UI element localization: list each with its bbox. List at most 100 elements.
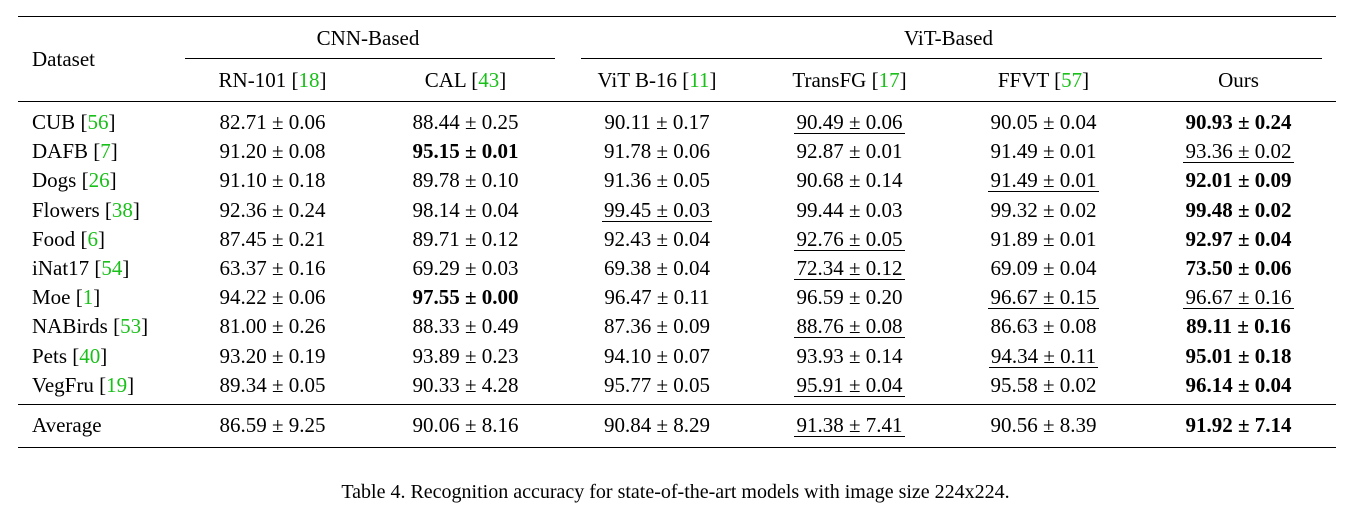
dataset-cell: iNat17 [54] bbox=[32, 256, 130, 281]
table-cell: 92.87 ± 0.01 bbox=[753, 137, 946, 166]
cell-value: 92.36 ± 0.24 bbox=[219, 197, 326, 222]
cnn-group-header: CNN-Based bbox=[175, 17, 561, 60]
table-cell: 99.48 ± 0.02 bbox=[1141, 196, 1336, 225]
table-cell: 89.34 ± 0.05 bbox=[175, 371, 370, 405]
cell-value: 99.44 ± 0.03 bbox=[796, 197, 903, 222]
cell-value: 90.33 ± 4.28 bbox=[412, 372, 519, 397]
cell-value: 94.10 ± 0.07 bbox=[603, 343, 711, 368]
dataset-name: DAFB bbox=[32, 139, 89, 164]
table-cell: 91.49 ± 0.01 bbox=[946, 137, 1141, 166]
table-row: Dogs [26] 91.10 ± 0.18 89.78 ± 0.10 91.36 ±… bbox=[18, 166, 1336, 195]
dataset-cell: VegFru [19] bbox=[32, 372, 135, 397]
table-cell: 93.20 ± 0.19 bbox=[175, 342, 370, 371]
cell-value: 90.49 ± 0.06 bbox=[794, 110, 905, 135]
table-cell: 92.97 ± 0.04 bbox=[1141, 225, 1336, 254]
table-cell: 93.89 ± 0.23 bbox=[370, 342, 561, 371]
table-cell: 99.44 ± 0.03 bbox=[753, 196, 946, 225]
cell-value: 99.32 ± 0.02 bbox=[990, 197, 1097, 222]
table-cell: 94.34 ± 0.11 bbox=[946, 342, 1141, 371]
table-cell: 82.71 ± 0.06 bbox=[175, 102, 370, 138]
table-cell: 86.63 ± 0.08 bbox=[946, 312, 1141, 341]
table-cell: 86.59 ± 9.25 bbox=[175, 404, 370, 447]
table-cell: 95.58 ± 0.02 bbox=[946, 371, 1141, 405]
table-cell: 90.05 ± 0.04 bbox=[946, 102, 1141, 138]
table-cell: 94.10 ± 0.07 bbox=[561, 342, 753, 371]
cell-value: 69.09 ± 0.04 bbox=[990, 256, 1097, 281]
cell-value: 91.20 ± 0.08 bbox=[219, 139, 326, 164]
cell-value: 90.05 ± 0.04 bbox=[990, 110, 1097, 135]
cell-value: 93.89 ± 0.23 bbox=[412, 343, 519, 368]
cell-value: 93.36 ± 0.02 bbox=[1183, 139, 1294, 164]
table-cell: 87.45 ± 0.21 bbox=[175, 225, 370, 254]
cell-value: 99.48 ± 0.02 bbox=[1185, 197, 1292, 222]
citation-ref: 11 bbox=[689, 67, 710, 92]
dataset-cell: DAFB [7] bbox=[32, 139, 118, 164]
cell-value: 94.22 ± 0.06 bbox=[219, 285, 326, 310]
table-cell: 96.14 ± 0.04 bbox=[1141, 371, 1336, 405]
cell-value: 90.06 ± 8.16 bbox=[412, 413, 519, 438]
table-cell: 69.38 ± 0.04 bbox=[561, 254, 753, 283]
citation-ref: 26 bbox=[88, 168, 110, 193]
cell-value: 96.67 ± 0.16 bbox=[1183, 285, 1294, 310]
table-row: Pets [40] 93.20 ± 0.19 93.89 ± 0.23 94.10 ±… bbox=[18, 342, 1336, 371]
cell-value: 95.91 ± 0.04 bbox=[794, 372, 905, 397]
cell-value: 96.67 ± 0.15 bbox=[988, 285, 1099, 310]
table-cell: 90.33 ± 4.28 bbox=[370, 371, 561, 405]
table-cell: 95.01 ± 0.18 bbox=[1141, 342, 1336, 371]
cell-value: 63.37 ± 0.16 bbox=[219, 256, 326, 281]
cell-value: 81.00 ± 0.26 bbox=[219, 314, 326, 339]
citation-ref: 7 bbox=[100, 139, 111, 164]
table-cell: 89.78 ± 0.10 bbox=[370, 166, 561, 195]
table-cell: 87.36 ± 0.09 bbox=[561, 312, 753, 341]
table-body: CUB [56] 82.71 ± 0.06 88.44 ± 0.25 90.11 ± … bbox=[18, 102, 1336, 405]
citation-ref: 17 bbox=[878, 67, 900, 92]
table-row: iNat17 [54] 63.37 ± 0.16 69.29 ± 0.03 69.38… bbox=[18, 254, 1336, 283]
column-header: FFVT [57] bbox=[997, 67, 1090, 92]
citation-ref: 18 bbox=[298, 67, 320, 92]
cell-value: 96.59 ± 0.20 bbox=[796, 285, 903, 310]
table-cell: 92.01 ± 0.09 bbox=[1141, 166, 1336, 195]
cell-value: 82.71 ± 0.06 bbox=[219, 110, 326, 135]
dataset-cell: NABirds [53] bbox=[32, 314, 149, 339]
dataset-cell: Flowers [38] bbox=[32, 197, 140, 222]
table-row: CUB [56] 82.71 ± 0.06 88.44 ± 0.25 90.11 ± … bbox=[18, 102, 1336, 138]
cell-value: 97.55 ± 0.00 bbox=[412, 285, 519, 310]
table-cell: 91.20 ± 0.08 bbox=[175, 137, 370, 166]
table-cell: 90.06 ± 8.16 bbox=[370, 404, 561, 447]
table-row: VegFru [19] 89.34 ± 0.05 90.33 ± 4.28 95.77… bbox=[18, 371, 1336, 405]
table-cell: 92.36 ± 0.24 bbox=[175, 196, 370, 225]
cell-value: 89.78 ± 0.10 bbox=[412, 168, 519, 193]
citation-ref: 54 bbox=[101, 256, 123, 281]
table-cell: 90.68 ± 0.14 bbox=[753, 166, 946, 195]
table-cell: 99.32 ± 0.02 bbox=[946, 196, 1141, 225]
dataset-name: Flowers bbox=[32, 197, 100, 222]
average-row: Average 86.59 ± 9.25 90.06 ± 8.16 90.84 ± 8… bbox=[18, 404, 1337, 448]
table-row: NABirds [53] 81.00 ± 0.26 88.33 ± 0.49 87.3… bbox=[18, 312, 1336, 341]
citation-ref: 56 bbox=[87, 110, 109, 135]
cell-value: 91.92 ± 7.14 bbox=[1185, 413, 1292, 438]
table-cell: 73.50 ± 0.06 bbox=[1141, 254, 1336, 283]
dataset-name: iNat17 bbox=[32, 256, 90, 281]
table-cell: 93.93 ± 0.14 bbox=[753, 342, 946, 371]
group-header-row: Dataset CNN-Based ViT-Based bbox=[18, 16, 1337, 71]
cell-value: 89.34 ± 0.05 bbox=[219, 372, 326, 397]
dataset-cell: Moe [1] bbox=[32, 285, 101, 310]
table-cell: 63.37 ± 0.16 bbox=[175, 254, 370, 283]
cell-value: 89.71 ± 0.12 bbox=[412, 226, 519, 251]
cell-value: 90.93 ± 0.24 bbox=[1185, 110, 1292, 135]
cell-value: 73.50 ± 0.06 bbox=[1185, 256, 1292, 281]
table-cell: 90.56 ± 8.39 bbox=[946, 404, 1141, 447]
table-cell: 91.92 ± 7.14 bbox=[1141, 404, 1336, 447]
column-header: TransFG [17] bbox=[792, 67, 907, 92]
cell-value: 86.63 ± 0.08 bbox=[990, 314, 1097, 339]
table-cell: 91.10 ± 0.18 bbox=[175, 166, 370, 195]
table-row: Moe [1] 94.22 ± 0.06 97.55 ± 0.00 96.47 ± 0… bbox=[18, 283, 1336, 312]
cell-value: 72.34 ± 0.12 bbox=[794, 256, 905, 281]
cell-value: 92.97 ± 0.04 bbox=[1185, 226, 1292, 251]
cell-value: 69.38 ± 0.04 bbox=[603, 256, 711, 281]
dataset-name: Food bbox=[32, 226, 76, 251]
citation-ref: 57 bbox=[1061, 67, 1083, 92]
cell-value: 91.38 ± 7.41 bbox=[794, 413, 905, 438]
table-cell: 81.00 ± 0.26 bbox=[175, 312, 370, 341]
cell-value: 69.29 ± 0.03 bbox=[412, 256, 519, 281]
